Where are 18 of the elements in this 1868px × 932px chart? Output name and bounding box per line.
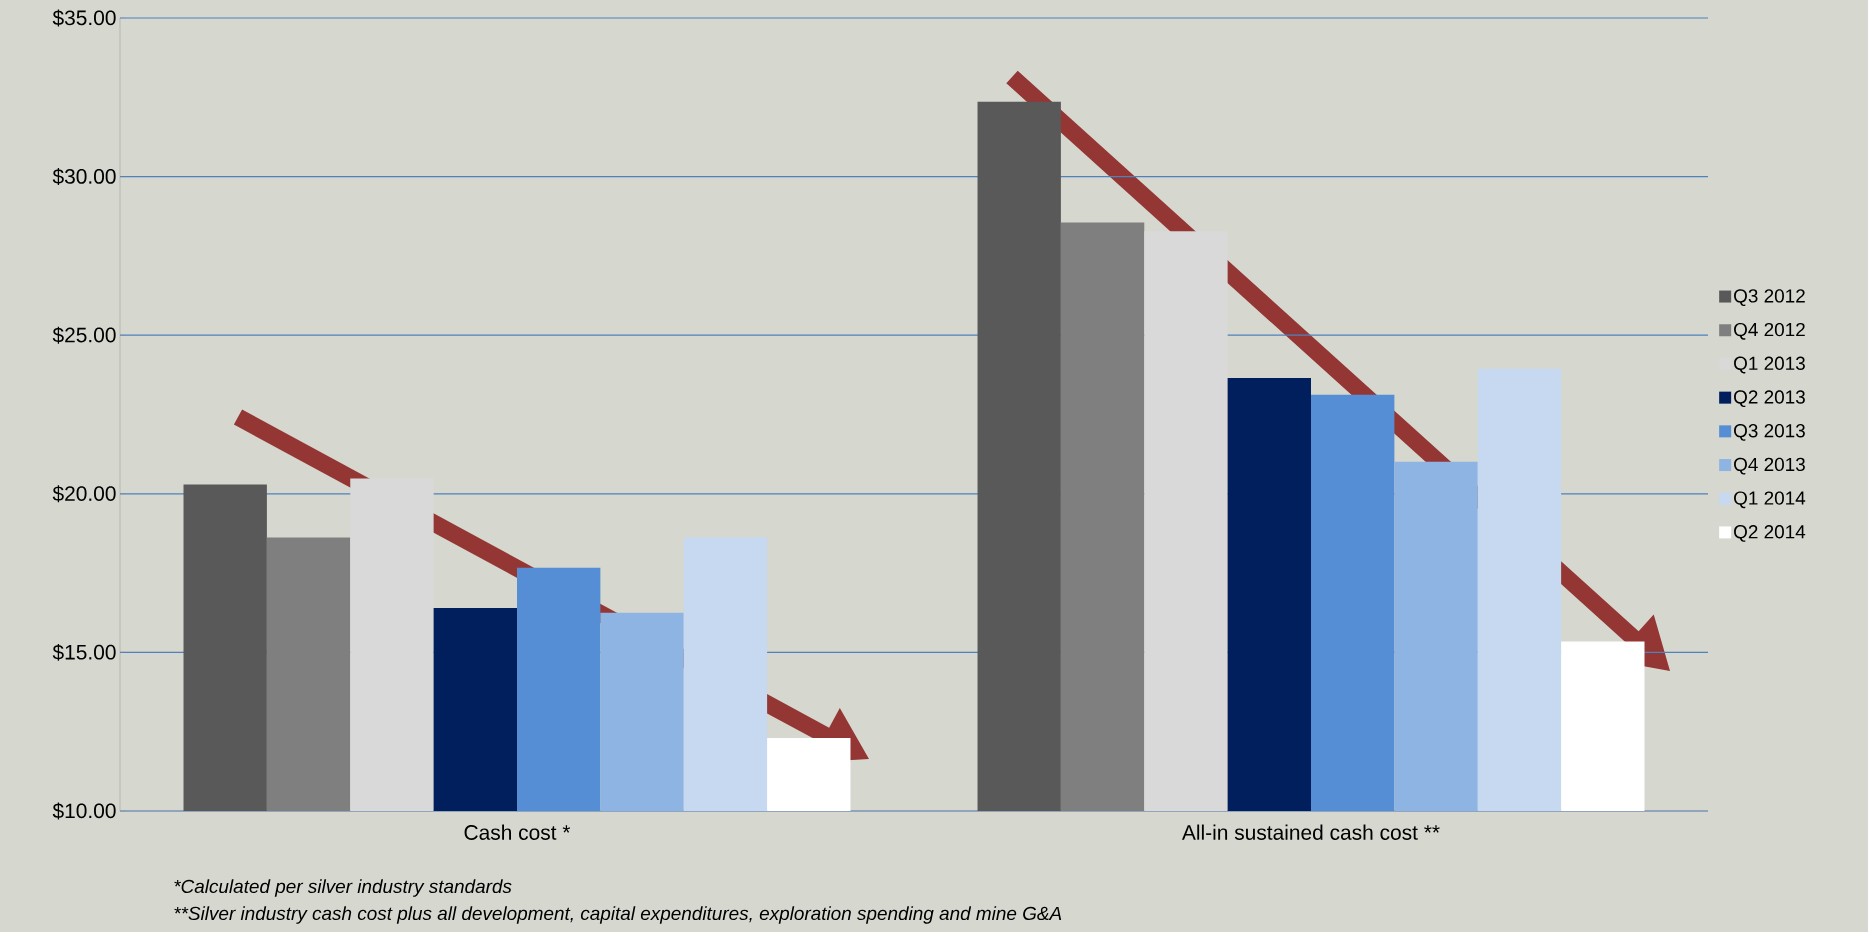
legend-label: Q1 2013 (1734, 356, 1805, 374)
legend-label: Q4 2012 (1734, 322, 1805, 340)
y-tick-label: $35.00 (52, 9, 116, 27)
y-tick-label: $15.00 (52, 643, 116, 661)
x-tick-label: All-in sustained cash cost ** (1181, 824, 1440, 840)
legend-label: Q4 2013 (1734, 457, 1805, 475)
legend-label: Q2 2014 (1734, 525, 1806, 542)
legend-label: Q2 2013 (1734, 390, 1805, 408)
legend-label: Q3 2012 (1734, 289, 1805, 306)
legend-label: Q1 2014 (1734, 491, 1806, 509)
y-tick-label: $10.00 (52, 802, 116, 820)
y-tick-label: $20.00 (52, 485, 116, 503)
y-tick-label: $25.00 (52, 326, 116, 344)
x-tick-label: Cash cost * (464, 824, 571, 840)
text: **Silver industry cash cost plus all development, capital expenditures, exploration spending and mine G&A (174, 906, 1062, 924)
y-tick-label: $30.00 (52, 168, 116, 186)
text: *Calculated per silver industry standards (174, 879, 512, 897)
legend-label: Q3 2013 (1734, 423, 1805, 441)
